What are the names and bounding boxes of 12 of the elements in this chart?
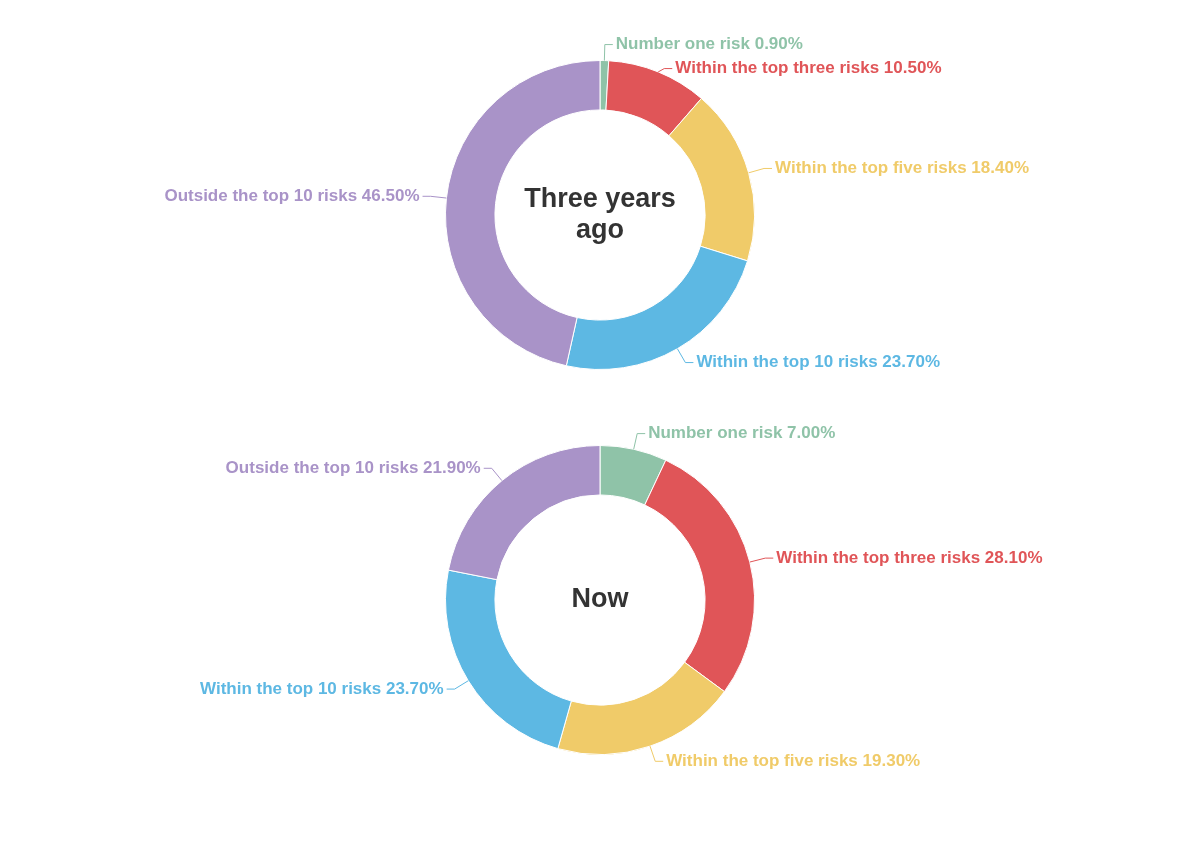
slice-label: Within the top 10 risks 23.70% [200, 678, 444, 698]
slice-label: Within the top five risks 19.30% [666, 751, 921, 770]
slice-label: Within the top five risks 18.40% [775, 158, 1030, 178]
text: Now [571, 583, 630, 614]
slice-label: Within the top three risks 28.10% [776, 547, 1043, 567]
slice-label: Within the top three risks 10.50% [675, 58, 942, 78]
slice-label: Within the top 10 risks 23.70% [696, 352, 940, 372]
slice-label: Outside the top 10 risks 46.50% [164, 185, 420, 205]
text: Three years ago [524, 182, 676, 244]
slice-label: Outside the top 10 risks 21.90% [225, 457, 481, 477]
slice-label: Number one risk 0.90% [615, 34, 803, 54]
slice-label: Number one risk 7.00% [648, 423, 836, 443]
